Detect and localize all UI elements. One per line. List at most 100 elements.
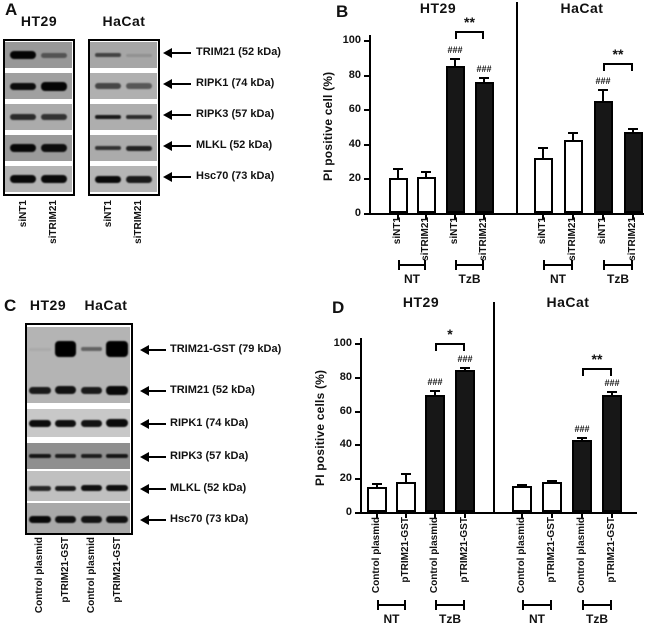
lane-label: siTRIM21 (133, 200, 145, 244)
lane-label: siNT1 (17, 200, 29, 228)
bar-label: pTRIM21-GST (400, 517, 411, 583)
bar (512, 485, 532, 512)
lane-label: Control plasmid (85, 537, 97, 614)
band-arrow-head (140, 418, 149, 429)
bar-label: pTRIM21-GST (606, 517, 617, 583)
sig-label: * (447, 326, 453, 342)
treatment-bracket-tick (571, 260, 573, 270)
protein-band (54, 515, 77, 523)
sig-label: ** (612, 46, 624, 62)
bar (474, 81, 494, 213)
y-tick-label: 80 (339, 370, 352, 383)
protein-band (106, 485, 128, 491)
cell-line-title: HT29 (402, 294, 440, 310)
treatment-bracket-tick (522, 600, 524, 610)
hash-significance: ### (476, 64, 492, 75)
band-arrow-head (163, 172, 172, 182)
protein-band (95, 83, 121, 89)
band-target-label: TRIM21 (52 kDa) (170, 383, 255, 396)
bar-label: siTRIM21 (627, 217, 638, 261)
treatment-bracket-tick (455, 260, 457, 270)
y-tick (355, 410, 360, 413)
band-target-label: RIPK1 (74 kDa) (170, 416, 249, 429)
y-tick (355, 478, 360, 481)
sig-bracket-tick (435, 343, 437, 351)
y-tick-label: 100 (333, 337, 352, 349)
bar-label: siNT1 (449, 217, 460, 245)
panel-c-western-blot-plasmid: C HT29 HaCat TRIM21-GST (79 kDa) TRIM21 (52 … (0, 290, 310, 629)
y-tick (355, 343, 360, 345)
group-divider (516, 2, 518, 215)
sig-bracket-tick (582, 368, 584, 376)
blot-box (88, 39, 160, 196)
error-bar-cap (372, 483, 382, 486)
error-bar-cap (460, 366, 470, 369)
protein-band (80, 515, 103, 523)
treatment-bracket-line (398, 264, 426, 266)
protein-band (80, 454, 103, 458)
protein-band (95, 146, 121, 150)
protein-band (54, 485, 77, 491)
y-tick-label: 20 (348, 172, 361, 185)
protein-band (106, 385, 128, 395)
band-arrow-head (140, 483, 149, 494)
sig-bracket-tick (631, 63, 633, 71)
error-bar-cap (577, 436, 587, 439)
protein-band (126, 115, 152, 119)
band-arrow-line (147, 422, 166, 425)
sig-bracket-tick (603, 63, 605, 71)
protein-band (41, 81, 67, 91)
treatment-bracket-tick (550, 600, 552, 610)
sig-bracket-tick (610, 368, 612, 376)
treatment-bracket-tick (435, 600, 437, 610)
band-target-label: Hsc70 (73 kDa) (196, 170, 275, 182)
bar-label: siNT1 (537, 217, 548, 245)
error-bar-cap (479, 77, 489, 80)
band-arrow-line (170, 145, 191, 147)
band-arrow-line (170, 83, 191, 85)
group-divider (493, 302, 495, 514)
x-axis (360, 512, 637, 514)
error-bar-line (397, 168, 399, 179)
blot-box (3, 39, 75, 196)
protein-band (106, 515, 128, 523)
treatment-bracket-tick (582, 600, 584, 610)
x-tick (464, 514, 466, 518)
band-arrow-line (170, 52, 191, 54)
treatment-bracket-tick (631, 260, 633, 270)
error-bar-line (611, 391, 613, 396)
error-bar-line (405, 473, 407, 482)
panel-label: C (4, 296, 17, 315)
y-tick (355, 512, 360, 514)
bar-label: pTRIM21-GST (546, 517, 557, 583)
band-arrow-head (163, 110, 172, 120)
band-arrow-line (170, 176, 191, 178)
error-bar-line (425, 171, 427, 177)
treatment-bracket-tick (482, 260, 484, 270)
band-arrow-head (140, 514, 149, 525)
bar-label: siNT1 (597, 217, 608, 245)
error-bar-line (483, 77, 485, 82)
bar (367, 486, 387, 512)
band-target-label: Hsc70 (73 kDa) (170, 512, 249, 525)
protein-band (80, 386, 103, 394)
treatment-bracket-tick (404, 600, 406, 610)
protein-band (54, 341, 77, 357)
cell-line-title: HT29 (20, 13, 58, 29)
y-tick-label: 20 (339, 472, 352, 485)
treatment-bracket-tick (603, 260, 605, 270)
y-tick-label: 40 (339, 438, 352, 451)
protein-band (41, 114, 67, 120)
cell-line-title: HaCat (84, 297, 128, 313)
y-tick (364, 109, 369, 112)
bar-label: siTRIM21 (478, 217, 489, 261)
lane-label: siNT1 (102, 200, 114, 228)
cell-line-title: HaCat (546, 294, 590, 310)
panel-label: B (336, 2, 349, 21)
bar-label: siTRIM21 (567, 217, 578, 261)
lane-label: pTRIM21-GST (111, 537, 123, 603)
band-arrow-line (170, 114, 191, 116)
bar (425, 395, 445, 512)
hash-significance: ### (447, 45, 463, 56)
